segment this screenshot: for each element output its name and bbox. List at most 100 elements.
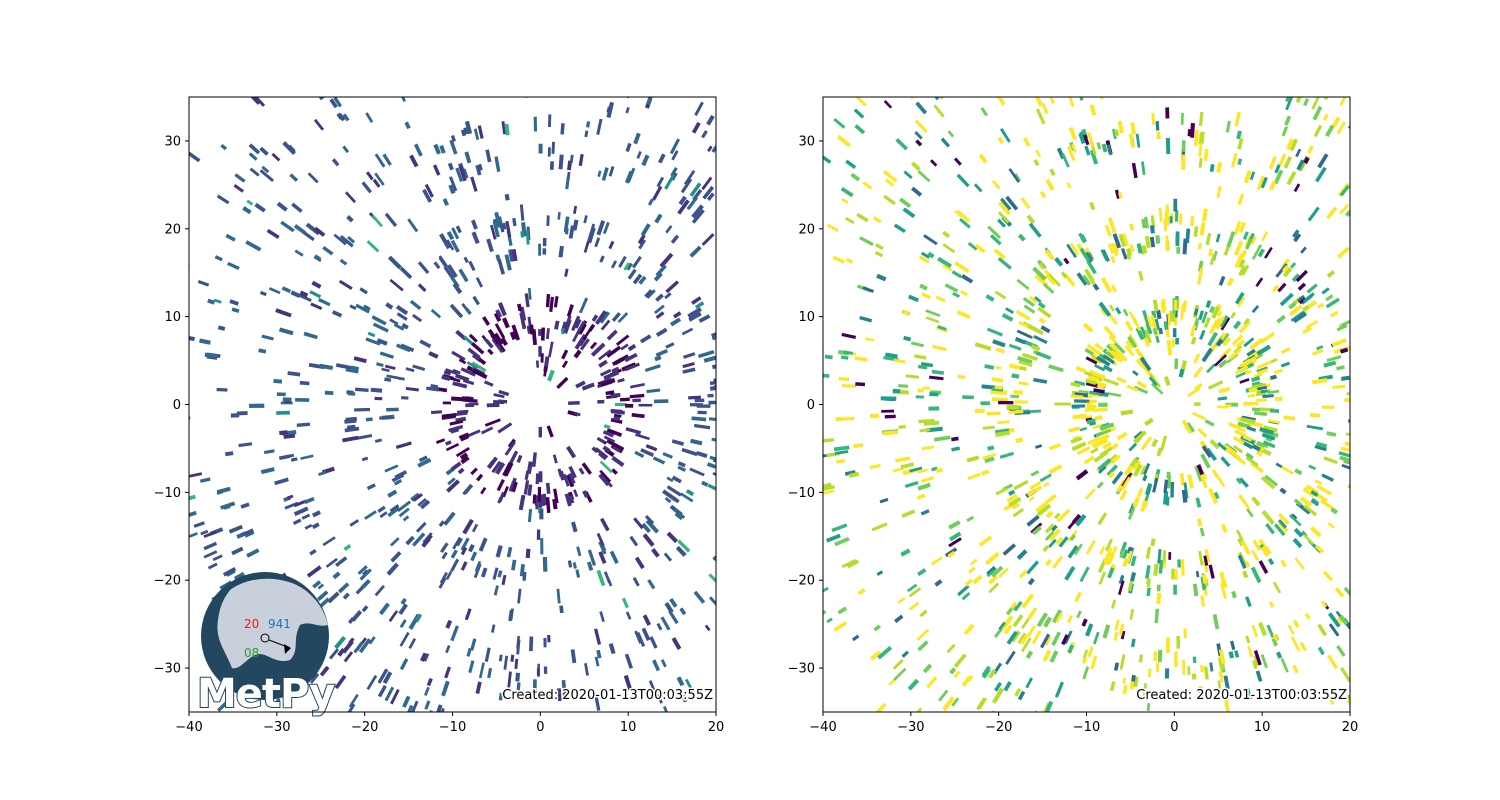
radar-gate bbox=[490, 456, 498, 465]
radar-gate bbox=[345, 368, 359, 374]
radar-gate bbox=[1220, 456, 1231, 468]
radar-gate bbox=[1175, 78, 1179, 86]
radar-gate bbox=[1283, 415, 1296, 421]
radar-gate bbox=[1145, 322, 1153, 335]
radar-gate bbox=[1164, 668, 1170, 679]
radar-gate bbox=[1280, 361, 1291, 368]
radar-gate bbox=[1104, 538, 1114, 552]
y-tick-label: 30 bbox=[164, 134, 181, 149]
radar-gate bbox=[389, 318, 399, 326]
radar-gate bbox=[718, 643, 725, 651]
radar-gate bbox=[997, 211, 1010, 224]
radar-gate bbox=[291, 202, 303, 213]
radar-gate bbox=[1075, 514, 1087, 527]
radar-gate bbox=[599, 255, 605, 263]
radar-gate bbox=[444, 666, 452, 679]
radar-gate bbox=[1251, 624, 1259, 638]
radar-gate bbox=[1056, 508, 1071, 523]
radar-gate bbox=[1203, 666, 1209, 680]
radar-gate bbox=[638, 275, 647, 285]
radar-gate bbox=[624, 352, 638, 363]
radar-gate bbox=[932, 344, 947, 352]
radar-gate bbox=[1359, 141, 1370, 154]
radar-gate bbox=[1117, 580, 1125, 596]
radar-gate bbox=[1032, 266, 1047, 281]
radar-gate bbox=[917, 388, 924, 393]
radar-gate bbox=[501, 121, 507, 135]
radar-gate bbox=[1317, 623, 1328, 637]
radar-gate bbox=[608, 643, 616, 655]
radar-gate bbox=[844, 470, 856, 476]
radar-gate bbox=[445, 368, 458, 375]
radar-gate bbox=[1021, 637, 1032, 653]
radar-gate bbox=[504, 123, 510, 136]
radar-gate bbox=[1336, 121, 1347, 135]
radar-gate bbox=[384, 686, 395, 702]
radar-gate bbox=[1302, 292, 1315, 303]
radar-gate bbox=[1074, 399, 1090, 404]
radar-gate bbox=[1306, 283, 1318, 294]
radar-gate bbox=[331, 158, 340, 167]
radar-gate bbox=[591, 314, 599, 322]
radar-gate bbox=[261, 334, 274, 341]
radar-gate bbox=[313, 118, 325, 131]
radar-gate bbox=[1087, 375, 1100, 382]
radar-gate bbox=[693, 423, 711, 430]
radar-gate bbox=[363, 304, 371, 311]
radar-gate bbox=[1334, 587, 1345, 598]
radar-gate bbox=[1131, 162, 1138, 179]
radar-gate bbox=[834, 537, 850, 547]
radar-gate bbox=[1127, 507, 1136, 520]
radar-gate bbox=[1110, 442, 1119, 451]
radar-gate bbox=[446, 230, 455, 241]
radar-gate bbox=[411, 313, 423, 323]
radar-gate bbox=[1276, 314, 1286, 324]
radar-gate bbox=[938, 689, 949, 702]
radar-gate bbox=[1064, 565, 1076, 581]
radar-gate bbox=[627, 268, 637, 280]
radar-gate bbox=[1068, 426, 1081, 433]
radar-gate bbox=[935, 295, 946, 303]
radar-gate bbox=[1041, 102, 1049, 115]
radar-gate bbox=[552, 498, 558, 510]
radar-gate bbox=[1230, 640, 1236, 651]
radar-gate bbox=[1157, 549, 1162, 564]
radar-gate bbox=[655, 327, 668, 337]
radar-gate bbox=[238, 442, 253, 448]
radar-gate bbox=[977, 697, 988, 710]
radar-gate bbox=[1129, 244, 1135, 253]
radar-gate bbox=[1133, 430, 1147, 444]
radar-gate bbox=[677, 199, 690, 215]
radar-gate bbox=[582, 325, 594, 340]
radar-gate bbox=[1087, 251, 1094, 260]
radar-gate bbox=[538, 143, 543, 154]
radar-gate bbox=[1279, 292, 1294, 307]
radar-gate bbox=[1237, 193, 1245, 206]
radar-gate bbox=[1092, 424, 1102, 430]
radar-gate bbox=[981, 668, 991, 679]
radar-gate bbox=[386, 374, 399, 380]
radar-gate bbox=[902, 309, 910, 316]
radar-gate bbox=[1246, 348, 1257, 358]
radar-gate bbox=[1295, 97, 1304, 104]
radar-gate bbox=[895, 138, 909, 151]
radar-gate bbox=[468, 260, 476, 271]
radar-gate bbox=[583, 241, 590, 253]
radar-gate bbox=[994, 97, 1006, 106]
radar-gate bbox=[349, 304, 357, 311]
radar-gate bbox=[1292, 311, 1308, 324]
radar-gate bbox=[951, 436, 959, 442]
radar-gate bbox=[1051, 524, 1058, 532]
radar-gate bbox=[911, 186, 923, 197]
radar-gate bbox=[481, 426, 494, 435]
radar-gate bbox=[261, 165, 270, 174]
radar-gate bbox=[918, 418, 935, 424]
radar-gate bbox=[1112, 546, 1118, 555]
radar-gate bbox=[562, 473, 570, 487]
radar-gate bbox=[883, 100, 893, 109]
radar-gate bbox=[982, 425, 995, 430]
radar-gate bbox=[401, 323, 409, 330]
radar-gate bbox=[569, 154, 574, 164]
radar-gate bbox=[706, 192, 715, 201]
radar-gate bbox=[1320, 499, 1334, 511]
